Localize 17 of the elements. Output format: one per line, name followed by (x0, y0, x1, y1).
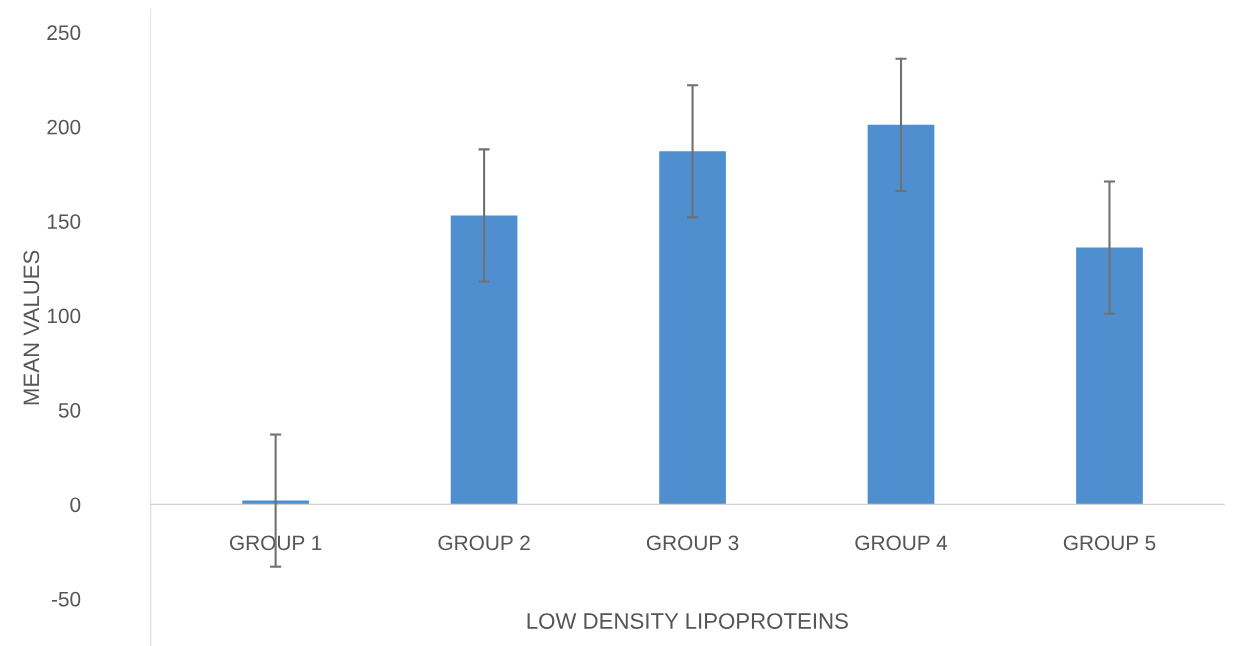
y-tick-label: 100 (47, 308, 81, 324)
y-tick-label: -50 (51, 591, 81, 607)
bar (659, 151, 726, 505)
y-tick-label: 150 (47, 214, 81, 229)
x-tick-label: GROUP 2 (438, 535, 530, 551)
bar (1076, 247, 1143, 505)
x-tick-label: GROUP 5 (1063, 535, 1156, 551)
y-axis-title: MEAN VALUES (23, 250, 40, 405)
x-axis-title: LOW DENSITY LIPOPROTEINS (527, 613, 848, 629)
y-tick-label: 50 (58, 402, 81, 418)
y-tick-label: 200 (47, 119, 81, 135)
x-tick-label: GROUP 3 (646, 535, 739, 551)
y-tick-label: 250 (47, 25, 81, 41)
bar (867, 124, 935, 505)
x-tick-label: GROUP 4 (855, 535, 948, 551)
bar (450, 215, 518, 505)
y-tick-label: 0 (70, 497, 81, 513)
